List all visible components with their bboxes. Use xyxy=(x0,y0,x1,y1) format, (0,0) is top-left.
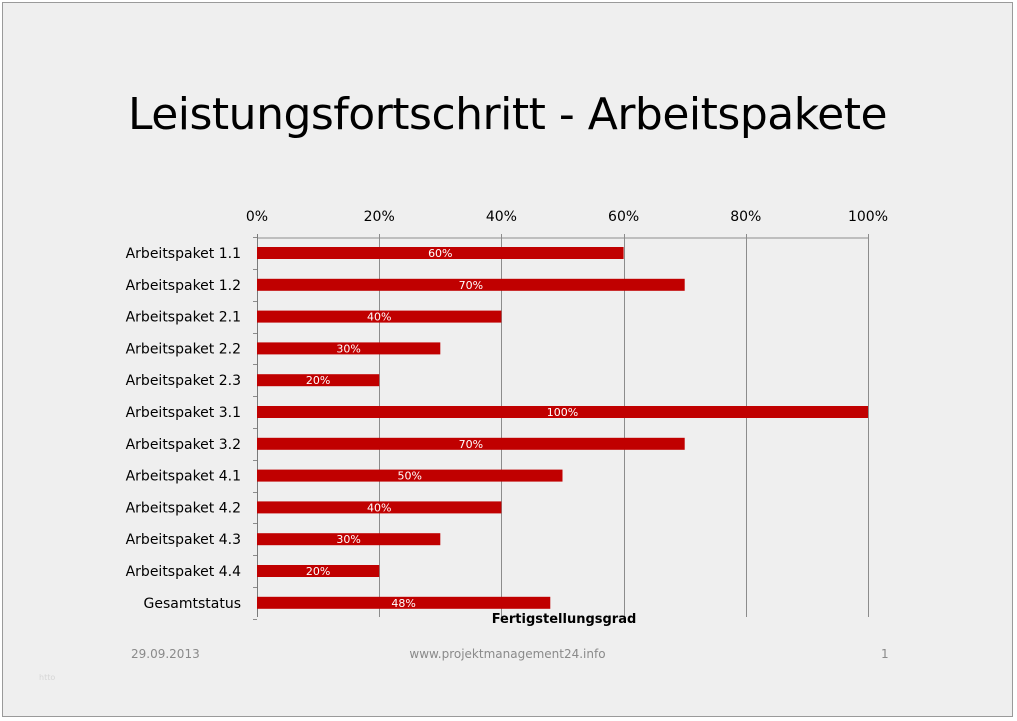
watermark-text: htto xyxy=(39,673,56,682)
category-label: Arbeitspaket 2.3 xyxy=(126,373,241,389)
x-axis-title: Fertigstellungsgrad xyxy=(492,612,637,627)
category-label: Arbeitspaket 1.1 xyxy=(126,246,241,262)
x-tick-label: 80% xyxy=(730,209,761,225)
category-label: Arbeitspaket 3.1 xyxy=(126,405,241,421)
x-axis-ticks: 0% 20% 40% 60% 80% 100% xyxy=(246,209,888,225)
category-label: Arbeitspaket 3.2 xyxy=(126,437,241,453)
data-label: 40% xyxy=(367,311,391,324)
category-label: Arbeitspaket 4.3 xyxy=(126,532,241,548)
bar xyxy=(257,278,685,291)
data-label: 70% xyxy=(459,438,483,451)
bar xyxy=(257,310,502,323)
bar xyxy=(257,596,551,609)
x-tick-label: 20% xyxy=(364,209,395,225)
data-label: 100% xyxy=(547,406,578,419)
data-label: 48% xyxy=(391,597,415,610)
data-label: 40% xyxy=(367,501,391,514)
footer-url: www.projektmanagement24.info xyxy=(409,647,606,661)
category-labels: Arbeitspaket 1.1 Arbeitspaket 1.2 Arbeitsp… xyxy=(126,246,241,612)
footer-page-number: 1 xyxy=(881,647,889,661)
data-label: 30% xyxy=(336,533,360,546)
x-tick-label: 100% xyxy=(848,209,888,225)
data-labels: 60% 70% 40% 30% 20% 100% 70% 50% 40% 30% 20% 48% xyxy=(306,247,578,610)
bar xyxy=(257,533,441,546)
bar xyxy=(257,247,624,259)
bar xyxy=(257,342,441,355)
bar xyxy=(257,565,380,577)
category-label: Arbeitspaket 1.2 xyxy=(126,278,241,294)
category-label: Arbeitspaket 2.1 xyxy=(126,310,241,326)
bars xyxy=(257,247,868,609)
bar xyxy=(257,469,563,482)
x-tick-label: 0% xyxy=(246,209,268,225)
data-label: 50% xyxy=(398,470,422,483)
category-label: Gesamtstatus xyxy=(144,596,241,612)
data-label: 30% xyxy=(336,342,360,355)
category-label: Arbeitspaket 4.2 xyxy=(126,500,241,516)
data-label: 20% xyxy=(306,374,330,387)
x-tick-label: 60% xyxy=(608,209,639,225)
x-tick-label: 40% xyxy=(486,209,517,225)
data-label: 70% xyxy=(459,279,483,292)
gridlines xyxy=(253,234,869,620)
data-label: 20% xyxy=(306,565,330,578)
category-label: Arbeitspaket 4.1 xyxy=(126,469,241,485)
slide-title: Leistungsfortschritt - Arbeitspakete xyxy=(127,89,888,140)
data-label: 60% xyxy=(428,247,452,260)
category-label: Arbeitspaket 2.2 xyxy=(126,341,241,357)
bar xyxy=(257,501,502,514)
footer-date: 29.09.2013 xyxy=(131,647,200,661)
category-label: Arbeitspaket 4.4 xyxy=(126,564,241,580)
bar xyxy=(257,437,685,450)
bar xyxy=(257,406,868,418)
bar xyxy=(257,374,380,387)
